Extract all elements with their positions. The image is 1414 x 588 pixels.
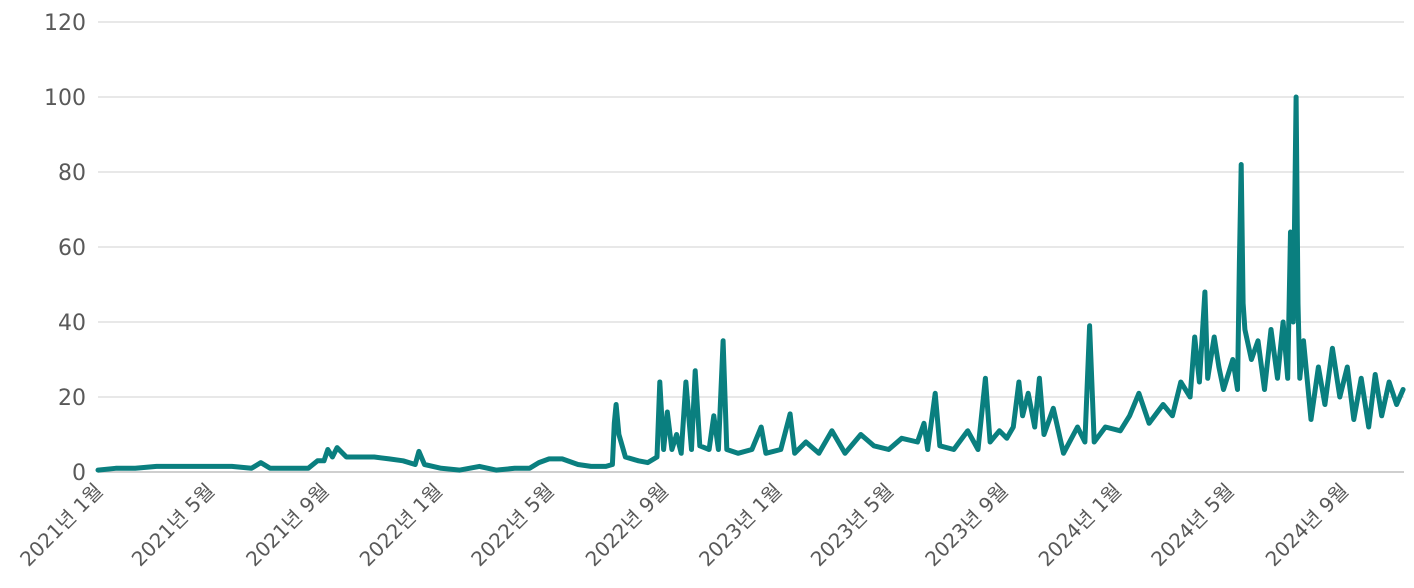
x-tick-label: 2022년 5월 bbox=[466, 479, 558, 571]
y-axis-tick-labels: 0 20 40 60 80 100 120 bbox=[44, 11, 86, 486]
x-tick-label: 2022년 1월 bbox=[355, 479, 447, 571]
x-tick-label: 2024년 1월 bbox=[1034, 479, 1126, 571]
y-tick-label: 80 bbox=[58, 161, 86, 186]
x-axis-tick-labels: 2021년 1월 2021년 5월 2021년 9월 2022년 1월 2022년 5월… bbox=[15, 479, 1353, 571]
y-tick-label: 20 bbox=[58, 386, 86, 411]
x-tick-label: 2021년 1월 bbox=[15, 479, 107, 571]
y-tick-label: 0 bbox=[72, 461, 86, 486]
y-tick-label: 40 bbox=[58, 311, 86, 336]
x-tick-label: 2023년 9월 bbox=[920, 479, 1012, 571]
x-tick-label: 2021년 5월 bbox=[127, 479, 219, 571]
y-tick-label: 60 bbox=[58, 236, 86, 261]
x-tick-label: 2024년 5월 bbox=[1146, 479, 1238, 571]
gridlines bbox=[98, 21, 1404, 473]
series-layer bbox=[95, 94, 1406, 473]
y-tick-label: 100 bbox=[44, 86, 86, 111]
y-tick-label: 120 bbox=[44, 11, 86, 36]
x-tick-label: 2022년 9월 bbox=[581, 479, 673, 571]
series-line-0 bbox=[95, 94, 1406, 473]
x-tick-label: 2023년 1월 bbox=[694, 479, 786, 571]
x-tick-label: 2023년 5월 bbox=[806, 479, 898, 571]
x-tick-label: 2024년 9월 bbox=[1261, 479, 1353, 571]
x-tick-label: 2021년 9월 bbox=[241, 479, 333, 571]
